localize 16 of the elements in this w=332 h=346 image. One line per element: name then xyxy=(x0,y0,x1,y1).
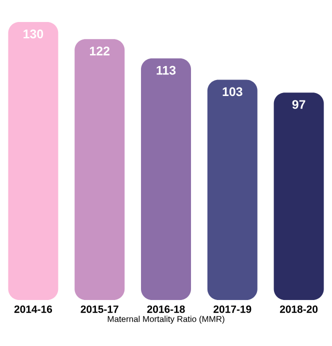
x-axis-title: Maternal Mortality Ratio (MMR) xyxy=(108,316,224,324)
data-label: 103 xyxy=(222,87,242,96)
x-tick-label: 2018-20 xyxy=(280,306,318,313)
bar xyxy=(207,80,258,300)
data-label: 97 xyxy=(292,100,306,109)
x-tick-label: 2017-19 xyxy=(214,306,252,313)
x-tick-label: 2016-18 xyxy=(147,306,185,313)
bar xyxy=(274,92,324,300)
bar xyxy=(8,22,58,300)
x-tick-label: 2015-17 xyxy=(80,306,118,313)
bar xyxy=(74,39,125,300)
data-label: 113 xyxy=(156,66,176,75)
bar xyxy=(141,58,192,300)
data-label: 122 xyxy=(90,46,110,56)
x-tick-label: 2014-16 xyxy=(14,306,52,313)
data-label: 130 xyxy=(24,30,44,38)
